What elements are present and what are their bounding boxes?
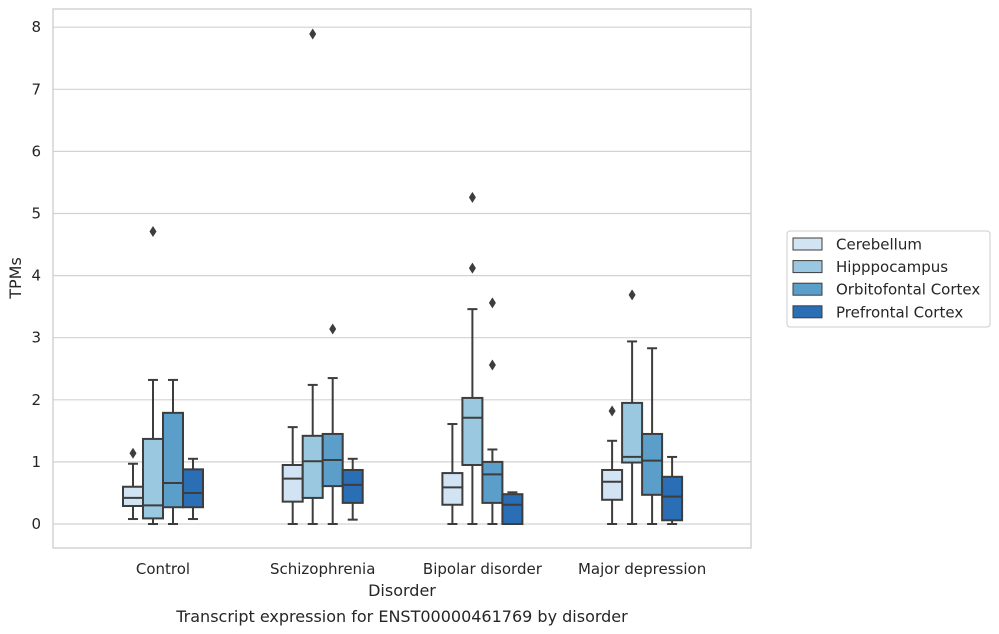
y-tick-label: 6 <box>31 142 41 160</box>
legend-label: Cerebellum <box>836 236 922 254</box>
y-tick-label: 0 <box>31 515 41 533</box>
outlier-point <box>309 28 317 40</box>
box-iqr <box>301 434 324 499</box>
box-0-1 <box>281 426 304 525</box>
boxes <box>122 28 684 525</box>
outlier-point <box>129 447 137 459</box>
box-2-3 <box>641 347 664 525</box>
y-axis-label: TPMs <box>6 257 25 300</box>
outlier-point <box>488 359 496 371</box>
box-1-1 <box>301 28 324 525</box>
box-1-0 <box>142 226 164 525</box>
x-axis-label: Disorder <box>368 581 436 600</box>
outlier-point <box>488 297 496 309</box>
box-iqr <box>621 401 644 464</box>
legend-label: Prefrontal Cortex <box>836 303 963 321</box>
legend-frame <box>786 230 991 328</box>
outlier-point <box>608 405 616 417</box>
box-0-0 <box>122 447 144 521</box>
box-iqr <box>461 396 484 467</box>
y-tick-label: 8 <box>31 18 41 36</box>
box-3-2 <box>501 491 524 525</box>
legend-swatch <box>792 282 823 296</box>
box-iqr <box>341 468 364 504</box>
box-iqr <box>481 460 504 504</box>
box-0-2 <box>441 423 464 525</box>
x-tick-labels: Control Schizophrenia Bipolar disorder Majo… <box>136 560 706 578</box>
box-iqr <box>641 432 664 496</box>
outlier-point <box>628 289 636 301</box>
plot-frame <box>52 8 752 549</box>
chart-caption: Transcript expression for ENST0000046176… <box>175 607 628 626</box>
box-1-2 <box>461 191 484 525</box>
box-iqr <box>182 468 204 509</box>
x-tick-label: Control <box>136 560 190 578</box>
box-iqr <box>601 468 624 501</box>
outlier-point <box>329 323 337 335</box>
outlier-point <box>468 262 476 274</box>
y-tick-label: 5 <box>31 205 41 223</box>
box-iqr <box>501 493 524 525</box>
box-iqr <box>142 437 164 520</box>
y-tick-label: 2 <box>31 391 41 409</box>
box-1-3 <box>621 289 644 525</box>
legend-swatch <box>792 305 823 319</box>
x-tick-label: Major depression <box>578 560 706 578</box>
box-3-1 <box>341 457 364 521</box>
box-iqr <box>162 411 184 509</box>
x-tick-label: Schizophrenia <box>270 560 375 578</box>
y-tick-labels: 0 1 2 3 4 5 6 7 8 <box>31 18 41 533</box>
box-iqr <box>281 464 304 503</box>
box-0-3 <box>601 405 624 525</box>
x-tick-label: Bipolar disorder <box>423 560 543 578</box>
box-iqr <box>441 472 464 506</box>
legend: Cerebellum Hipppocampus Orbitofontal Corte… <box>786 230 991 328</box>
box-iqr <box>122 485 144 507</box>
box-2-2 <box>481 297 504 525</box>
y-tick-label: 7 <box>31 80 41 98</box>
legend-swatch <box>792 260 823 274</box>
y-tick-label: 1 <box>31 453 41 471</box>
legend-label: Orbitofontal Cortex <box>836 281 980 299</box>
y-tick-label: 4 <box>31 267 41 285</box>
box-2-0 <box>162 378 184 525</box>
box-2-1 <box>321 323 344 525</box>
outlier-point <box>468 191 476 203</box>
legend-label: Hipppocampus <box>836 258 948 276</box>
outlier-point <box>149 226 157 238</box>
box-3-3 <box>661 455 684 525</box>
box-3-0 <box>182 457 204 521</box>
y-tick-label: 3 <box>31 329 41 347</box>
legend-swatch <box>792 237 823 251</box>
box-iqr <box>661 475 684 522</box>
